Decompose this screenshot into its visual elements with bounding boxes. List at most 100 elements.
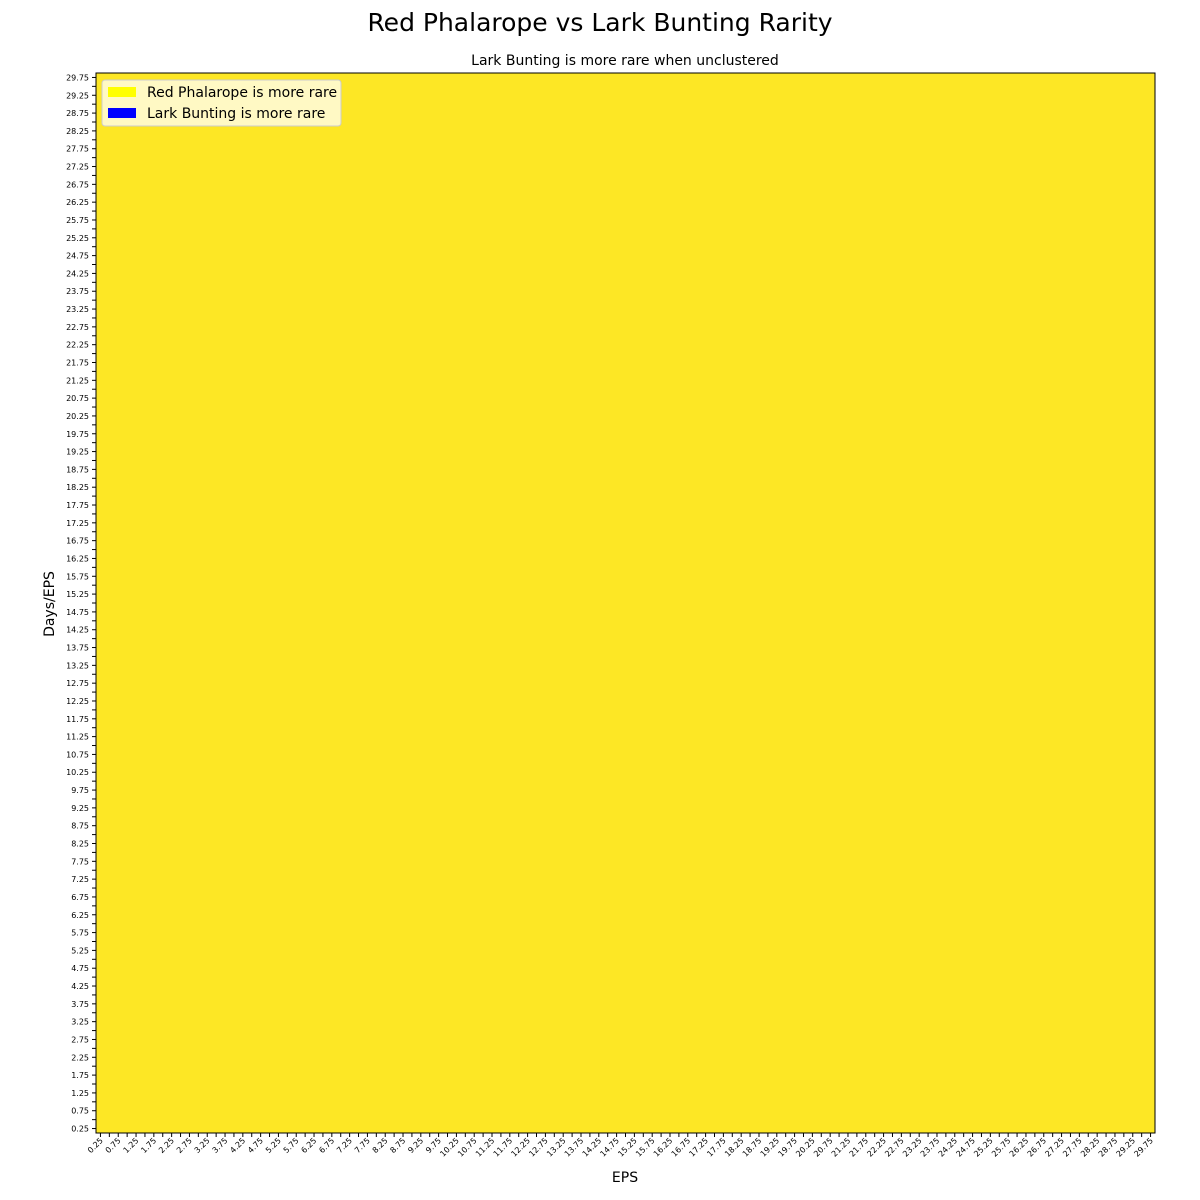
x-tick-label: 28.25 [1079,1136,1102,1159]
y-tick-label: 20.75 [66,394,89,403]
x-tick-label: 28.75 [1097,1136,1120,1159]
y-tick-label: 12.75 [66,679,89,688]
y-tick-label: 15.25 [66,590,89,599]
x-tick-label: 20.25 [794,1136,817,1159]
x-tick-label: 2.75 [175,1136,194,1155]
x-tick-label: 15.25 [616,1136,639,1159]
x-axis-label: EPS [612,1170,638,1186]
x-tick-label: 19.25 [759,1136,782,1159]
y-tick-label: 1.25 [71,1089,89,1098]
y-tick-label: 9.75 [71,786,89,795]
chart-title: Red Phalarope vs Lark Bunting Rarity [367,8,832,37]
y-tick-label: 8.75 [71,822,89,831]
x-tick-label: 11.75 [492,1136,515,1159]
y-tick-label: 4.25 [71,982,89,991]
y-tick-label: 7.25 [71,875,89,884]
y-tick-label: 13.25 [66,661,89,670]
y-tick-label: 28.25 [66,127,89,136]
x-tick-label: 2.25 [157,1136,176,1155]
x-tick-label: 27.25 [1043,1136,1066,1159]
x-tick-label: 10.75 [456,1136,479,1159]
y-tick-label: 27.25 [66,163,89,172]
y-tick-label: 3.75 [71,1000,89,1009]
x-tick-label: 12.75 [527,1136,550,1159]
x-tick-label: 6.25 [299,1136,318,1155]
y-tick-label: 0.25 [71,1125,89,1134]
x-tick-label: 7.75 [353,1136,372,1155]
y-tick-label: 0.75 [71,1107,89,1116]
y-tick-label: 27.75 [66,145,89,154]
x-tick-label: 10.25 [438,1136,461,1159]
y-tick-label: 20.25 [66,412,89,421]
x-tick-label: 23.25 [901,1136,924,1159]
chart-subtitle: Lark Bunting is more rare when uncluster… [471,53,779,69]
y-tick-label: 21.75 [66,358,89,367]
y-tick-label: 2.25 [71,1053,89,1062]
x-tick-label: 27.75 [1061,1136,1084,1159]
y-tick-label: 18.25 [66,483,89,492]
x-tick-label: 25.25 [972,1136,995,1159]
legend: Red Phalarope is more rare Lark Bunting … [101,79,342,127]
y-axis: 0.25 0.75 1.25 1.75 2.25 2.75 3.25 3.75 4.25 4.75… [66,73,96,1134]
x-axis: 0.250.751.251.752.252.753.253.754.254.75… [86,1133,1155,1159]
y-tick-label: 4.75 [71,964,89,973]
y-tick-label: 19.25 [66,448,89,457]
x-tick-label: 18.25 [723,1136,746,1159]
y-tick-label: 7.75 [71,857,89,866]
x-tick-label: 24.75 [954,1136,977,1159]
x-tick-label: 17.25 [687,1136,710,1159]
x-tick-label: 8.25 [371,1136,390,1155]
x-tick-label: 21.25 [830,1136,853,1159]
x-tick-label: 25.75 [990,1136,1013,1159]
y-tick-label: 14.75 [66,608,89,617]
x-tick-label: 24.25 [937,1136,960,1159]
x-tick-label: 29.25 [1115,1136,1138,1159]
x-tick-label: 20.75 [812,1136,835,1159]
y-tick-label: 10.25 [66,768,89,777]
y-tick-label: 22.75 [66,323,89,332]
y-tick-label: 29.75 [66,73,89,82]
y-tick-label: 21.25 [66,376,89,385]
y-tick-label: 9.25 [71,804,89,813]
y-axis-label: Days/EPS [42,571,58,637]
y-tick-label: 6.75 [71,893,89,902]
x-tick-label: 5.75 [282,1136,301,1155]
legend-label-lark-bunting: Lark Bunting is more rare [147,106,325,122]
legend-swatch-lark-bunting [108,108,136,118]
x-tick-label: 3.25 [193,1136,212,1155]
x-tick-label: 4.75 [246,1136,265,1155]
y-tick-label: 13.75 [66,644,89,653]
legend-label-red-phalarope: Red Phalarope is more rare [147,85,337,101]
x-tick-label: 11.25 [474,1136,497,1159]
y-tick-label: 5.75 [71,929,89,938]
heatmap-fill [96,73,1155,1133]
y-tick-label: 23.75 [66,287,89,296]
y-tick-label: 11.75 [66,715,89,724]
y-tick-label: 19.75 [66,430,89,439]
legend-box [101,79,342,127]
y-tick-label: 24.75 [66,252,89,261]
y-tick-label: 25.75 [66,216,89,225]
y-tick-label: 8.25 [71,840,89,849]
y-tick-label: 5.25 [71,946,89,955]
x-tick-label: 3.75 [210,1136,229,1155]
x-tick-label: 14.75 [598,1136,621,1159]
legend-swatch-red-phalarope [108,87,136,97]
x-tick-label: 23.75 [919,1136,942,1159]
x-tick-label: 0.75 [104,1136,123,1155]
y-tick-label: 23.25 [66,305,89,314]
y-tick-label: 25.25 [66,234,89,243]
x-tick-label: 17.75 [705,1136,728,1159]
x-tick-label: 13.25 [545,1136,568,1159]
y-tick-label: 29.25 [66,91,89,100]
x-tick-label: 8.75 [388,1136,407,1155]
y-tick-label: 15.75 [66,572,89,581]
x-tick-label: 0.25 [86,1136,105,1155]
y-tick-label: 12.25 [66,697,89,706]
x-tick-label: 7.25 [335,1136,354,1155]
x-tick-label: 26.75 [1026,1136,1049,1159]
y-tick-label: 18.75 [66,465,89,474]
y-tick-label: 6.25 [71,911,89,920]
y-tick-label: 1.75 [71,1071,89,1080]
